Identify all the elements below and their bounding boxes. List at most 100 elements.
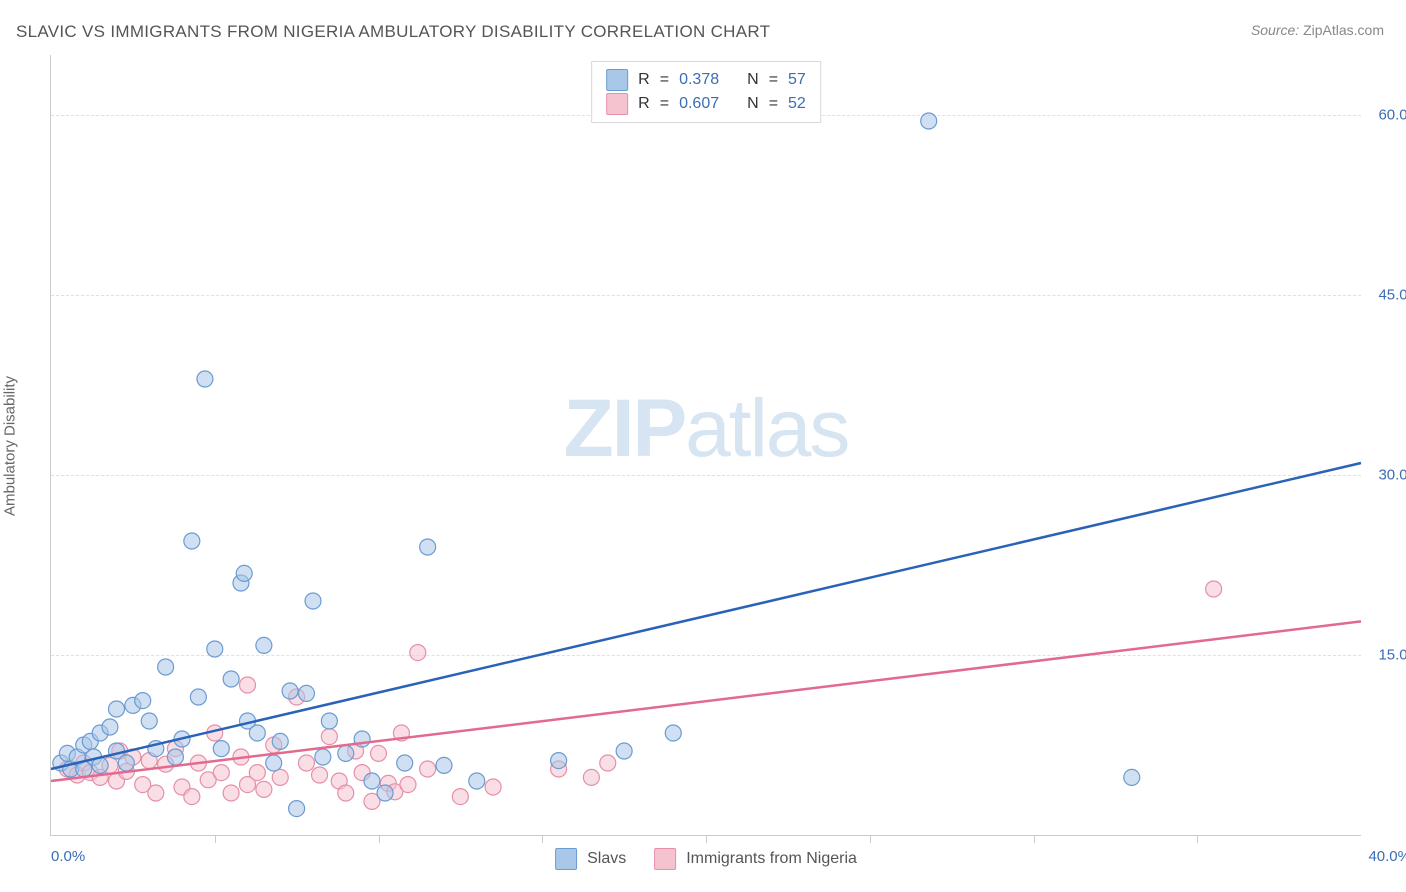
swatch-slavs <box>606 69 628 91</box>
data-point <box>397 755 413 771</box>
x-tick <box>215 835 216 843</box>
data-point <box>289 801 305 817</box>
x-tick <box>1034 835 1035 843</box>
y-tick-label: 15.0% <box>1378 647 1406 664</box>
y-tick-label: 30.0% <box>1378 467 1406 484</box>
trend-line <box>51 621 1361 781</box>
data-point <box>551 753 567 769</box>
data-point <box>485 779 501 795</box>
data-point <box>298 685 314 701</box>
data-point <box>223 671 239 687</box>
x-tick <box>379 835 380 843</box>
legend-item-nigeria: Immigrants from Nigeria <box>654 848 857 870</box>
n-label: N <box>747 92 759 116</box>
legend-label-nigeria: Immigrants from Nigeria <box>686 850 857 868</box>
data-point <box>371 745 387 761</box>
data-point <box>158 659 174 675</box>
y-axis-title: Ambulatory Disability <box>2 376 19 516</box>
series-legend: Slavs Immigrants from Nigeria <box>555 848 857 870</box>
x-tick <box>1197 835 1198 843</box>
x-tick <box>706 835 707 843</box>
source-name: ZipAtlas.com <box>1303 22 1384 38</box>
data-point <box>452 789 468 805</box>
y-tick-label: 60.0% <box>1378 107 1406 124</box>
data-point <box>282 683 298 699</box>
source-attribution: Source: ZipAtlas.com <box>1251 22 1384 38</box>
data-point <box>321 713 337 729</box>
correlation-legend: R = 0.378 N = 57 R = 0.607 N = 52 <box>591 61 821 123</box>
n-label: N <box>747 68 759 92</box>
legend-row-slavs: R = 0.378 N = 57 <box>606 68 806 92</box>
data-point <box>305 593 321 609</box>
n-value-slavs: 57 <box>788 68 806 92</box>
data-point <box>135 693 151 709</box>
data-point <box>1124 769 1140 785</box>
swatch-nigeria <box>654 848 676 870</box>
r-value-slavs: 0.378 <box>679 68 719 92</box>
trend-line <box>51 463 1361 769</box>
data-point <box>197 371 213 387</box>
r-value-nigeria: 0.607 <box>679 92 719 116</box>
n-value-nigeria: 52 <box>788 92 806 116</box>
x-tick <box>542 835 543 843</box>
data-point <box>410 645 426 661</box>
data-point <box>377 785 393 801</box>
data-point <box>312 767 328 783</box>
data-point <box>236 565 252 581</box>
x-axis-max-label: 40.0% <box>1368 848 1406 865</box>
legend-item-slavs: Slavs <box>555 848 626 870</box>
swatch-nigeria <box>606 93 628 115</box>
data-point <box>118 755 134 771</box>
swatch-slavs <box>555 848 577 870</box>
data-point <box>338 785 354 801</box>
data-point <box>223 785 239 801</box>
scatter-plot-svg <box>51 55 1361 835</box>
data-point <box>616 743 632 759</box>
data-point <box>184 533 200 549</box>
data-point <box>298 755 314 771</box>
data-point <box>364 773 380 789</box>
data-point <box>436 757 452 773</box>
data-point <box>266 755 282 771</box>
data-point <box>665 725 681 741</box>
data-point <box>469 773 485 789</box>
data-point <box>420 539 436 555</box>
y-tick-label: 45.0% <box>1378 287 1406 304</box>
data-point <box>213 765 229 781</box>
data-point <box>109 701 125 717</box>
data-point <box>583 769 599 785</box>
data-point <box>600 755 616 771</box>
data-point <box>272 733 288 749</box>
eq-sign: = <box>660 92 669 116</box>
data-point <box>256 637 272 653</box>
legend-label-slavs: Slavs <box>587 850 626 868</box>
data-point <box>148 785 164 801</box>
data-point <box>321 729 337 745</box>
data-point <box>190 689 206 705</box>
data-point <box>400 777 416 793</box>
x-tick <box>870 835 871 843</box>
r-label: R <box>638 92 650 116</box>
data-point <box>141 713 157 729</box>
data-point <box>213 741 229 757</box>
legend-row-nigeria: R = 0.607 N = 52 <box>606 92 806 116</box>
data-point <box>272 769 288 785</box>
chart-plot-area: ZIPatlas 15.0%30.0%45.0%60.0% R = 0.378 … <box>50 55 1361 836</box>
data-point <box>1206 581 1222 597</box>
eq-sign: = <box>769 92 778 116</box>
data-point <box>256 781 272 797</box>
data-point <box>249 725 265 741</box>
eq-sign: = <box>769 68 778 92</box>
source-label: Source: <box>1251 22 1299 38</box>
data-point <box>184 789 200 805</box>
r-label: R <box>638 68 650 92</box>
data-point <box>102 719 118 735</box>
data-point <box>315 749 331 765</box>
x-axis-min-label: 0.0% <box>51 848 85 865</box>
chart-title: SLAVIC VS IMMIGRANTS FROM NIGERIA AMBULA… <box>16 22 770 42</box>
data-point <box>167 749 183 765</box>
data-point <box>921 113 937 129</box>
eq-sign: = <box>660 68 669 92</box>
data-point <box>207 641 223 657</box>
data-point <box>240 677 256 693</box>
